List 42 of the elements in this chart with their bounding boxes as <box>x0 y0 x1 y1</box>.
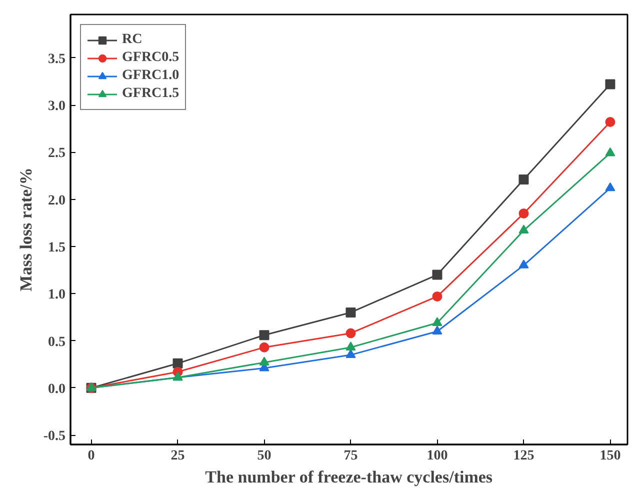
point <box>259 342 270 352</box>
point <box>259 356 270 366</box>
point <box>518 208 529 218</box>
point <box>605 117 616 127</box>
point <box>259 330 270 340</box>
y-tick-label: 2.5 <box>48 146 66 162</box>
point <box>346 328 356 338</box>
point <box>518 260 529 268</box>
y-tick-label: 2.0 <box>48 193 66 208</box>
point <box>432 291 442 302</box>
y-tick-label: 3.5 <box>48 52 66 67</box>
legend-label: GFRC0.5 <box>122 49 180 67</box>
point <box>605 79 616 90</box>
y-tick-label: 3.0 <box>48 99 66 114</box>
x-tick-label: 100 <box>426 448 448 464</box>
x-axis-title: The number of freeze-thaw cycles/times <box>205 468 493 486</box>
point <box>605 147 616 156</box>
y-tick-label: 1.0 <box>48 288 66 303</box>
point <box>432 326 442 334</box>
y-axis-title: Mass loss rate/% <box>16 168 36 292</box>
x-tick-label: 0 <box>88 448 95 464</box>
point <box>518 174 529 185</box>
x-tick-label: 150 <box>600 448 621 464</box>
x-tick-label: 25 <box>170 448 185 464</box>
x-tick-label: 50 <box>257 448 272 464</box>
point <box>432 270 442 280</box>
x-tick-label: 125 <box>513 448 534 464</box>
y-tick-label: 0.5 <box>48 334 66 350</box>
point <box>432 317 442 326</box>
point <box>346 307 356 318</box>
point <box>605 182 616 192</box>
x-tick-label: 75 <box>344 448 358 464</box>
point <box>172 358 183 368</box>
point <box>346 342 356 350</box>
y-tick-label: -0.5 <box>43 429 66 444</box>
y-tick-label: 1.5 <box>48 240 66 256</box>
legend-label: GFRC1.5 <box>122 85 180 103</box>
point <box>346 349 356 358</box>
legend-label: GFRC1.0 <box>122 67 180 85</box>
y-tick-label: 0.0 <box>48 382 66 397</box>
point <box>518 224 529 234</box>
legend-label: RC <box>122 31 142 49</box>
